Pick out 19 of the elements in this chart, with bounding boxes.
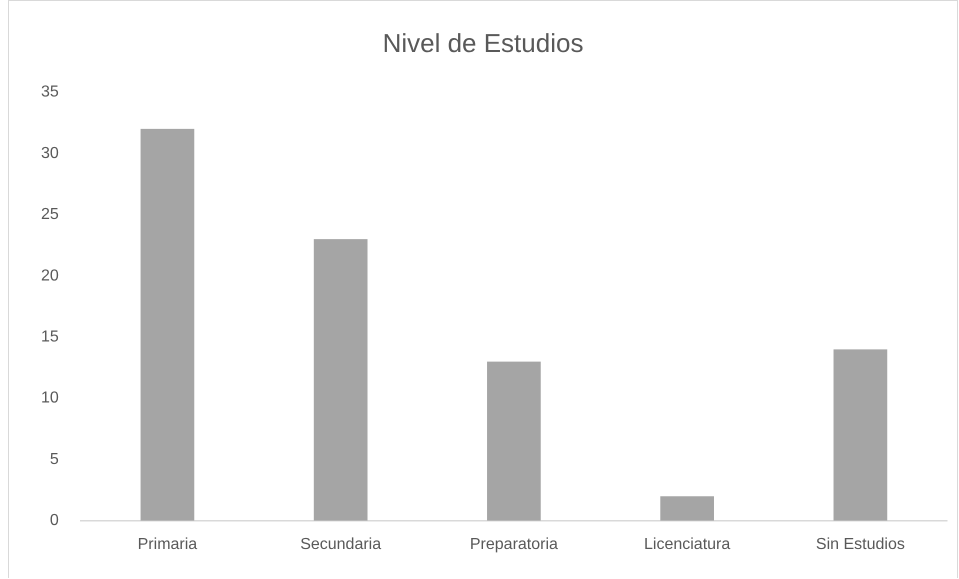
y-tick-label: 30 bbox=[41, 144, 59, 162]
y-tick-label: 0 bbox=[50, 512, 59, 530]
chart-title: Nivel de Estudios bbox=[382, 28, 584, 58]
y-tick-label: 15 bbox=[41, 328, 59, 346]
y-tick-label: 5 bbox=[50, 450, 59, 468]
x-tick-label: Primaria bbox=[138, 536, 198, 553]
y-tick-label: 20 bbox=[41, 267, 59, 284]
y-tick-label: 35 bbox=[41, 84, 59, 101]
bar bbox=[314, 239, 368, 521]
bar bbox=[487, 362, 541, 521]
x-tick-label: Licenciatura bbox=[644, 536, 730, 553]
y-tick-label: 25 bbox=[41, 206, 59, 224]
bar bbox=[140, 128, 194, 521]
bar bbox=[834, 349, 888, 521]
x-tick-label: Sin Estudios bbox=[816, 536, 905, 553]
x-tick-label: Preparatoria bbox=[470, 536, 558, 553]
y-tick-label: 10 bbox=[41, 390, 59, 407]
x-tick-label: Secundaria bbox=[300, 536, 382, 553]
bar bbox=[660, 496, 714, 521]
